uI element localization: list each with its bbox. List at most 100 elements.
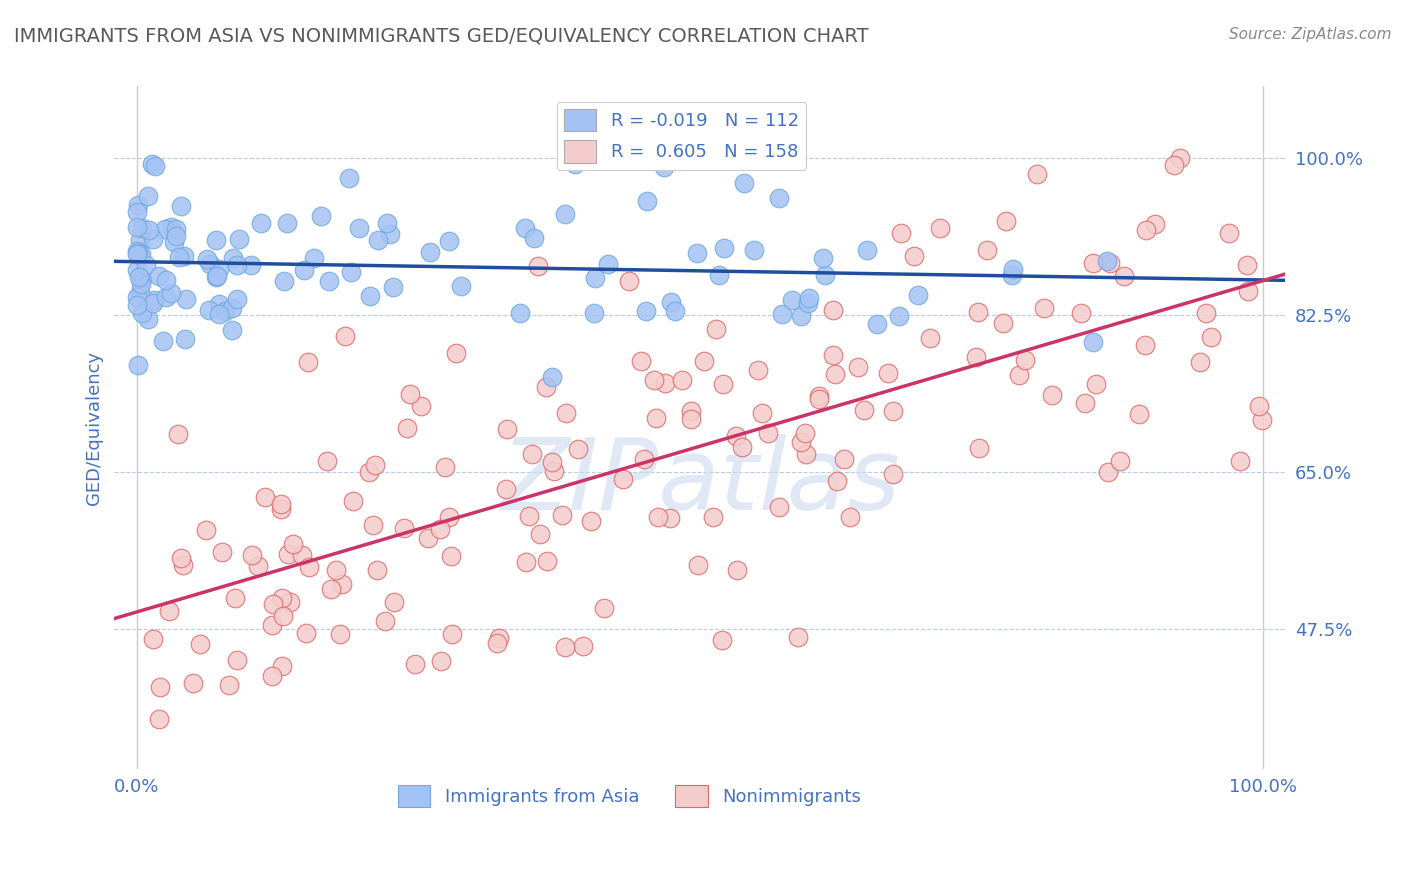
Point	[382, 280, 405, 294]
Point	[1135, 223, 1157, 237]
Point	[1040, 388, 1063, 402]
Text: Source: ZipAtlas.com: Source: ZipAtlas.com	[1229, 27, 1392, 42]
Point	[523, 231, 546, 245]
Point	[131, 221, 153, 235]
Point	[446, 345, 468, 359]
Point	[270, 502, 292, 516]
Point	[1195, 306, 1218, 320]
Point	[495, 482, 517, 496]
Point	[679, 404, 702, 418]
Point	[644, 410, 666, 425]
Point	[271, 659, 294, 673]
Point	[882, 403, 904, 417]
Point	[1085, 377, 1108, 392]
Point	[707, 268, 730, 282]
Point	[125, 297, 148, 311]
Point	[1074, 396, 1097, 410]
Point	[205, 269, 228, 284]
Point	[136, 189, 159, 203]
Point	[127, 290, 149, 304]
Point	[450, 279, 472, 293]
Point	[967, 441, 990, 455]
Point	[1095, 253, 1118, 268]
Point	[441, 627, 464, 641]
Point	[751, 407, 773, 421]
Point	[128, 269, 150, 284]
Point	[339, 265, 361, 279]
Point	[224, 591, 246, 606]
Point	[814, 268, 837, 283]
Point	[163, 235, 186, 250]
Point	[374, 614, 396, 628]
Point	[325, 563, 347, 577]
Point	[439, 549, 461, 563]
Point	[198, 257, 221, 271]
Point	[567, 442, 589, 456]
Point	[240, 258, 263, 272]
Point	[554, 406, 576, 420]
Point	[821, 348, 844, 362]
Point	[643, 373, 665, 387]
Point	[160, 220, 183, 235]
Point	[1143, 217, 1166, 231]
Point	[283, 537, 305, 551]
Point	[1099, 256, 1122, 270]
Point	[797, 296, 820, 310]
Text: ZIPatlas: ZIPatlas	[501, 434, 900, 531]
Point	[240, 549, 263, 563]
Point	[579, 514, 602, 528]
Point	[1218, 227, 1240, 241]
Point	[758, 425, 780, 440]
Point	[536, 554, 558, 568]
Point	[225, 653, 247, 667]
Point	[304, 252, 326, 266]
Point	[724, 429, 747, 443]
Point	[429, 522, 451, 536]
Point	[135, 259, 157, 273]
Point	[142, 295, 165, 310]
Point	[277, 547, 299, 561]
Point	[1247, 399, 1270, 413]
Point	[367, 233, 389, 247]
Point	[361, 517, 384, 532]
Point	[260, 618, 283, 632]
Point	[262, 597, 284, 611]
Point	[520, 447, 543, 461]
Point	[813, 251, 835, 265]
Point	[1251, 413, 1274, 427]
Point	[768, 192, 790, 206]
Point	[633, 452, 655, 467]
Point	[316, 454, 339, 468]
Point	[129, 277, 152, 292]
Point	[439, 234, 461, 248]
Point	[1189, 355, 1212, 369]
Point	[298, 560, 321, 574]
Point	[572, 639, 595, 653]
Point	[382, 595, 405, 609]
Point	[143, 159, 166, 173]
Point	[619, 274, 641, 288]
Point	[664, 303, 686, 318]
Point	[1083, 256, 1105, 270]
Point	[967, 305, 990, 319]
Point	[153, 222, 176, 236]
Point	[543, 464, 565, 478]
Point	[271, 591, 294, 606]
Point	[165, 228, 187, 243]
Point	[1014, 353, 1036, 368]
Point	[249, 216, 271, 230]
Point	[496, 422, 519, 436]
Point	[295, 626, 318, 640]
Point	[853, 402, 876, 417]
Point	[513, 220, 536, 235]
Point	[659, 511, 682, 525]
Point	[1081, 334, 1104, 349]
Point	[488, 632, 510, 646]
Point	[127, 197, 149, 211]
Point	[142, 632, 165, 646]
Point	[554, 207, 576, 221]
Point	[333, 328, 356, 343]
Point	[550, 508, 572, 522]
Point	[526, 259, 548, 273]
Point	[855, 244, 877, 258]
